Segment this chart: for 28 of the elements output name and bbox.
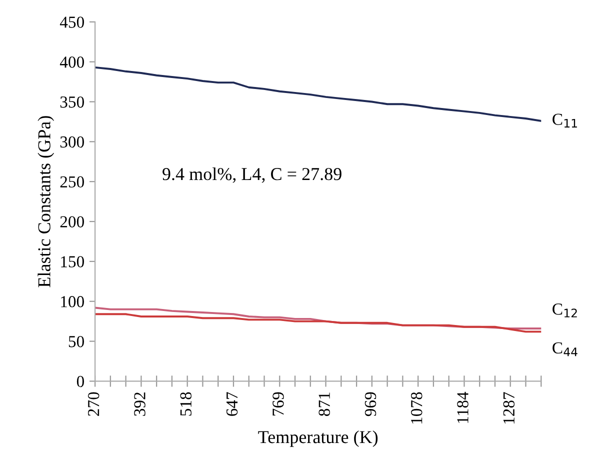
series-label: C$_{11}$ [552,114,577,128]
x-tick-label: 518 [180,392,192,416]
x-tick-label: 871 [318,392,330,416]
y-tick-label: 200 [60,216,84,228]
y-tick-label: 400 [60,56,84,68]
x-axis-title: Temperature (K) [258,430,378,447]
y-tick-label: 50 [68,336,84,348]
y-tick-label: 100 [61,296,84,308]
y-tick-label: 450 [60,16,84,28]
x-tick-label: 647 [226,392,238,416]
y-tick-label: 300 [60,136,84,148]
line-series [95,313,542,333]
line-series [95,66,542,122]
y-tick-label: 350 [60,96,84,108]
x-tick-label: 769 [272,392,284,416]
annotation: 9.4 mol%, L4, C = 27.89 [162,167,342,183]
y-tick-label: 150 [61,256,84,268]
x-tick-label: 1078 [411,392,422,424]
series-label: C$_{12}$ [552,304,577,318]
x-tick-label: 1287 [503,392,515,424]
x-tick-label: 969 [364,392,376,416]
x-tick-label: 1184 [457,392,468,423]
x-tick-label: 392 [134,392,146,416]
series-label: C$_{44}$ [552,342,578,356]
y-axis-title: Elastic Constants (GPa) [38,116,54,288]
x-tick-label: 270 [88,392,100,416]
y-tick-label: 0 [76,376,84,388]
y-tick-label: 250 [60,176,84,188]
